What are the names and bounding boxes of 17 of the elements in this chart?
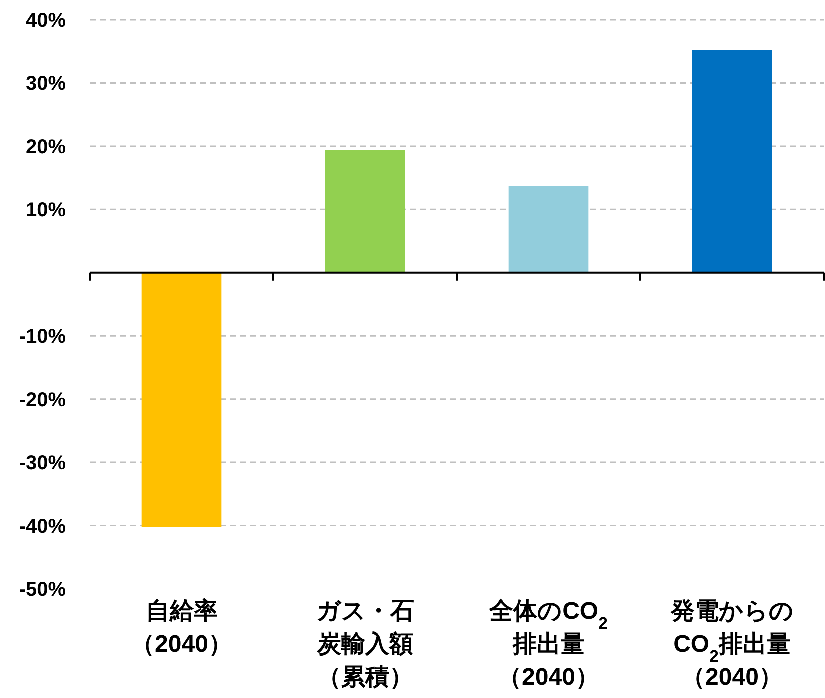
x-tick-label: 全体のCO$_{2}$排出量（2040） <box>488 598 608 691</box>
y-tick-label: -40% <box>19 516 66 538</box>
y-tick-label: -30% <box>19 452 66 475</box>
y-tick-label: 30% <box>26 73 66 96</box>
y-tick-label: 10% <box>26 200 66 222</box>
bar <box>142 272 222 528</box>
bar <box>508 186 589 273</box>
y-tick-label: -20% <box>19 389 66 412</box>
y-tick-label: 20% <box>26 136 66 158</box>
x-tick-label: 発電からのCO$_{2}$排出量（2040） <box>670 598 794 691</box>
bar <box>692 50 772 273</box>
y-tick-label: 40% <box>26 10 66 32</box>
x-tick-label: ガス・石炭輸入額（累積） <box>316 598 414 691</box>
y-tick-label: -10% <box>19 326 66 348</box>
x-tick-label: 自給率（2040） <box>131 598 232 658</box>
bar <box>325 150 406 273</box>
y-tick-label: -50% <box>19 579 66 601</box>
